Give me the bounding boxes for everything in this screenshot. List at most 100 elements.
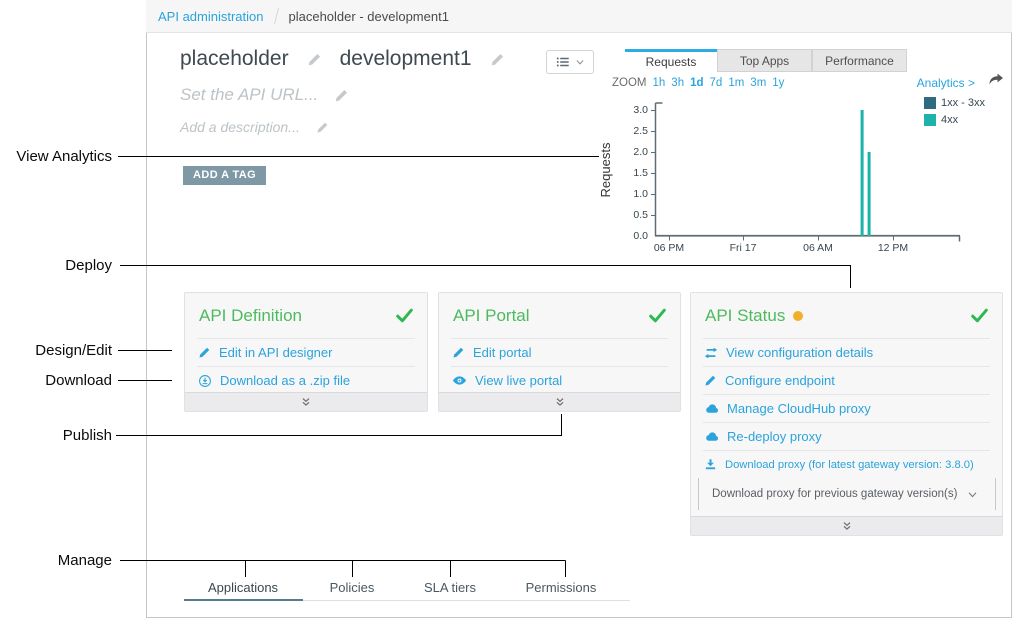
version-selector-button[interactable] (546, 50, 594, 74)
api-url-placeholder[interactable]: Set the API URL... (180, 85, 319, 104)
chart-bars-group (860, 110, 871, 236)
zoom-range-1h[interactable]: 1h (652, 77, 666, 89)
download-tray-icon (704, 458, 717, 471)
tab-permissions[interactable]: Permissions (525, 580, 597, 595)
version-list-icon (556, 55, 570, 69)
zoom-range-1d[interactable]: 1d (690, 77, 704, 89)
redeploy-proxy-link[interactable]: Re-deploy proxy (691, 423, 1002, 450)
pencil-icon (452, 346, 465, 359)
check-icon (649, 307, 666, 324)
breadcrumb: API administration placeholder - develop… (146, 0, 1012, 33)
ytick-0: 0.0 (633, 230, 648, 242)
xtick-0: 06 PM (654, 242, 684, 254)
tab-top-apps[interactable]: Top Apps (717, 49, 812, 72)
tab-requests[interactable]: Requests (625, 49, 717, 72)
item-label: Download as a .zip file (220, 373, 351, 388)
item-label: Edit portal (473, 345, 532, 360)
pencil-icon (704, 374, 717, 387)
card-title-row: API Definition (185, 293, 427, 338)
edit-description-pencil-icon[interactable] (316, 121, 329, 134)
chevron-down-icon (575, 57, 585, 67)
card-api-portal: API Portal Edit portal View live portal (438, 292, 681, 412)
configure-endpoint-link[interactable]: Configure endpoint (691, 367, 1002, 394)
y-axis-label: Requests (600, 142, 613, 197)
tab-performance[interactable]: Performance (812, 49, 907, 72)
expand-card-button[interactable] (439, 392, 680, 411)
xtick-1: Fri 17 (730, 242, 757, 254)
edit-in-api-designer-link[interactable]: Edit in API designer (185, 339, 427, 366)
edit-version-name-pencil-icon[interactable] (490, 52, 505, 67)
ytick-4: 2.0 (633, 146, 648, 158)
chevron-down-icon (967, 489, 978, 500)
item-label: Edit in API designer (219, 345, 333, 360)
ytick-5: 2.5 (633, 125, 648, 137)
api-url-row: Set the API URL... (180, 85, 349, 105)
edit-portal-link[interactable]: Edit portal (439, 339, 680, 366)
analytics-tabs: Requests Top Apps Performance (625, 49, 907, 72)
download-circle-icon (198, 374, 212, 388)
ytick-2: 1.0 (633, 188, 648, 200)
double-chevron-down-icon (841, 520, 853, 532)
zoom-range-3m[interactable]: 3m (750, 77, 767, 89)
breadcrumb-api-administration[interactable]: API administration (158, 8, 264, 24)
card-title: API Definition (199, 305, 302, 325)
annotation-manage: Manage (57, 552, 112, 569)
view-live-portal-link[interactable]: View live portal (439, 367, 680, 394)
view-configuration-details-link[interactable]: View configuration details (691, 339, 1002, 366)
tab-policies[interactable]: Policies (329, 580, 375, 595)
annotation-design-edit: Design/Edit (35, 342, 112, 359)
legend-item-1xx-3xx[interactable]: 1xx - 3xx (924, 97, 985, 109)
dropdown-label: Download proxy for previous gateway vers… (712, 488, 958, 500)
chart-zoom-controls: ZOOM 1h 3h 1d 7d 1m 3m 1y (612, 77, 784, 89)
download-proxy-latest-link[interactable]: Download proxy (for latest gateway versi… (691, 451, 1002, 478)
export-share-icon[interactable] (988, 71, 1004, 87)
legend-label: 1xx - 3xx (941, 97, 986, 109)
xtick-3: 12 PM (878, 242, 908, 254)
expand-card-button[interactable] (691, 516, 1002, 535)
annotation-publish: Publish (62, 427, 112, 444)
expand-card-button[interactable] (185, 392, 427, 411)
download-zip-link[interactable]: Download as a .zip file (185, 367, 427, 394)
tab-sla-tiers[interactable]: SLA tiers (423, 580, 477, 595)
legend-item-4xx[interactable]: 4xx (924, 114, 985, 126)
item-label: View live portal (475, 373, 563, 388)
legend-label: 4xx (941, 114, 959, 126)
zoom-range-7d[interactable]: 7d (709, 77, 723, 89)
add-a-tag-button[interactable]: ADD A TAG (183, 166, 267, 185)
legend-swatch-4xx (924, 114, 936, 126)
tab-applications[interactable]: Applications (207, 580, 279, 595)
pencil-icon (198, 346, 211, 359)
api-description-placeholder[interactable]: Add a description... (180, 119, 300, 135)
card-api-status: API Status View configuration details Co… (690, 292, 1003, 536)
check-icon (396, 307, 413, 324)
card-title: API Portal (453, 305, 530, 325)
check-icon (971, 307, 988, 324)
transfer-icon (704, 346, 718, 360)
legend-swatch-1xx-3xx (924, 97, 936, 109)
edit-url-pencil-icon[interactable] (334, 88, 349, 103)
manage-cloudhub-proxy-link[interactable]: Manage CloudHub proxy (691, 395, 1002, 422)
double-chevron-down-icon (300, 396, 312, 408)
api-description-row: Add a description... (180, 119, 329, 135)
pending-status-dot (793, 310, 804, 321)
api-name: placeholder (180, 47, 289, 70)
breadcrumb-current: placeholder - development1 (288, 8, 449, 24)
chart-legend: 1xx - 3xx 4xx (924, 97, 985, 126)
card-title-row: API Status (691, 293, 1002, 338)
zoom-range-1y[interactable]: 1y (772, 77, 785, 89)
analytics-link[interactable]: Analytics > (916, 76, 975, 90)
item-label: View configuration details (726, 345, 874, 360)
requests-chart: 0.0 0.5 1.0 1.5 2.0 2.5 3.0 06 PM Fri 17… (600, 102, 961, 254)
zoom-range-1m[interactable]: 1m (728, 77, 745, 89)
bottom-tabs-underline (184, 600, 630, 601)
api-title-row: placeholder development1 (180, 47, 505, 71)
edit-api-name-pencil-icon[interactable] (307, 52, 322, 67)
annotation-deploy: Deploy (65, 257, 112, 274)
previous-gateway-version-dropdown[interactable]: Download proxy for previous gateway vers… (698, 478, 996, 510)
ytick-1: 0.5 (633, 209, 648, 221)
breadcrumb-separator (273, 8, 279, 24)
zoom-range-3h[interactable]: 3h (671, 77, 685, 89)
annotation-download: Download (45, 372, 112, 389)
active-tab-underline (184, 599, 303, 601)
